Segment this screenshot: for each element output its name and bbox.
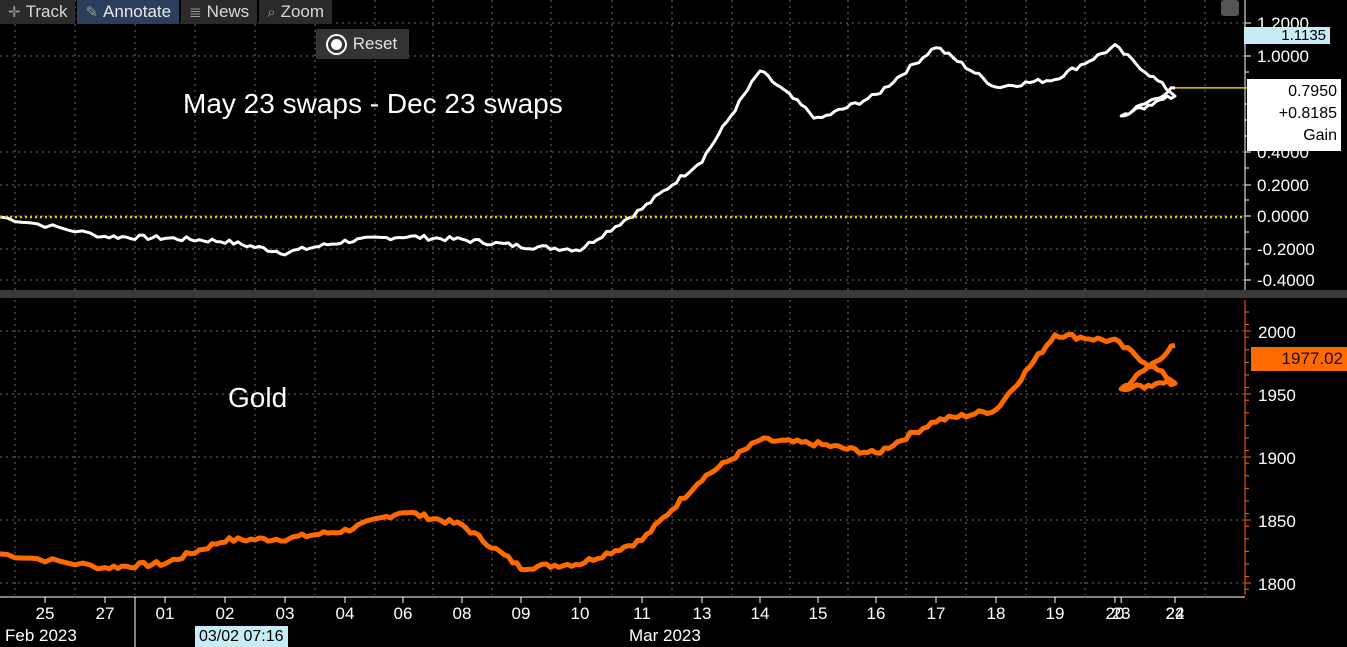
magnifier-icon: ⌕ (267, 3, 276, 21)
top-axis-tick-label: -0.4000 (1257, 271, 1315, 290)
month-label-mar: Mar 2023 (629, 626, 701, 645)
annotate-button[interactable]: ✎ Annotate (77, 0, 180, 24)
x-axis-tick-label: 17 (927, 604, 946, 623)
top-series-label: May 23 swaps - Dec 23 swaps (183, 88, 563, 119)
top-series-group (0, 43, 1177, 257)
x-axis-tick-label: 10 (571, 604, 590, 623)
bottom-series-group (0, 331, 1178, 573)
x-axis-tick-label: 19 (1046, 604, 1065, 623)
top-axis-tick-label: -0.2000 (1257, 240, 1315, 259)
cursor-time-label: 03/02 07:16 (195, 626, 288, 647)
list-icon: ≣ (189, 4, 202, 21)
zoom-button[interactable]: ⌕ Zoom (259, 0, 333, 24)
x-axis-tick-label: 08 (453, 604, 472, 623)
x-axis-tick-label: 27 (96, 604, 115, 623)
reset-label: Reset (352, 34, 398, 53)
bottom-axis-tick-label: 1950 (1258, 386, 1296, 405)
x-axis-tick-label: 02 (216, 604, 235, 623)
top-gain-label: Gain (1303, 127, 1337, 144)
news-button[interactable]: ≣ News (181, 0, 258, 24)
panel-divider (0, 290, 1347, 298)
top-change-value: +0.8185 (1278, 105, 1337, 122)
bottom-series-label: Gold (228, 382, 288, 413)
top-last-box: 0.7950 +0.8185 Gain (1247, 79, 1341, 151)
x-axis-tick-label: 23 (1112, 604, 1131, 623)
x-axis-tick-label: 15 (809, 604, 828, 623)
top-high-tag: 1.1135 (1244, 27, 1330, 44)
x-axis-tick-label: 14 (751, 604, 770, 623)
scroll-handle[interactable] (1221, 0, 1239, 16)
x-axis-tick-label: 01 (156, 604, 175, 623)
x-axis-tick-label: 18 (987, 604, 1006, 623)
x-axis-tick-label: 03 (276, 604, 295, 623)
bottom-axis-tick-label: 1850 (1258, 512, 1296, 531)
x-axis-tick-label: 16 (867, 604, 886, 623)
month-label-feb: Feb 2023 (5, 626, 77, 645)
crosshair-icon: ✛ (8, 4, 21, 21)
top-axis-tick-label: 1.0000 (1257, 47, 1309, 66)
track-button[interactable]: ✛ Track (0, 0, 76, 24)
top-last-value: 0.7950 (1288, 83, 1337, 100)
bottom-axis-tick-label: 1800 (1258, 575, 1296, 594)
track-label: Track (25, 2, 68, 21)
x-axis-tick-label: 24 (1166, 604, 1185, 623)
x-axis-tick-label: 22 (1166, 604, 1185, 623)
x-axis-tick-label: 09 (512, 604, 531, 623)
pencil-icon: ✎ (85, 4, 99, 21)
x-axis-tick-label: 06 (394, 604, 413, 623)
top-axis-tick-label: 0.2000 (1257, 176, 1309, 195)
x-axis-tick-label: 13 (693, 604, 712, 623)
bottom-axis-tick-label: 1900 (1258, 449, 1296, 468)
top-axis-tick-label: 0.0000 (1257, 207, 1309, 226)
bottom-last-tag: 1977.02 (1251, 347, 1347, 371)
x-axis-tick-label: 04 (336, 604, 355, 623)
reset-button[interactable]: Reset (316, 29, 409, 59)
zoom-label: Zoom (280, 2, 325, 21)
top-series-line (0, 43, 1177, 257)
annotate-label: Annotate (103, 2, 172, 21)
x-axis-tick-label: 20 (1106, 604, 1125, 623)
bottom-axis-tick-label: 2000 (1258, 323, 1296, 342)
x-axis-tick-label: 25 (36, 604, 55, 623)
bottom-series-line (0, 331, 1178, 573)
news-label: News (206, 2, 250, 21)
reset-icon (327, 35, 345, 53)
chart-toolbar: ✛ Track ✎ Annotate ≣ News ⌕ Zoom (0, 0, 333, 24)
x-axis-tick-label: 11 (633, 604, 651, 623)
